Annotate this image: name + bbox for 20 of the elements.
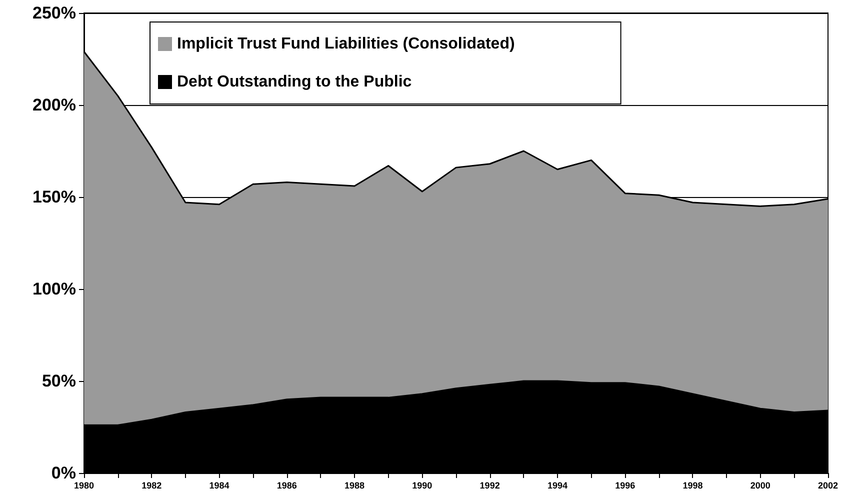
- x-tick-label: 1988: [344, 480, 365, 490]
- legend-label: Debt Outstanding to the Public: [177, 74, 412, 90]
- x-tick-label: 2000: [750, 480, 770, 490]
- x-tick-label: 1986: [276, 480, 297, 490]
- x-tick-label: 1980: [74, 480, 94, 490]
- x-tick-label: 1992: [480, 480, 500, 490]
- y-tick-label: 200%: [32, 96, 76, 114]
- x-tick-label: 1994: [547, 480, 568, 490]
- x-tick-label: 1996: [615, 480, 636, 490]
- y-tick-label: 150%: [32, 188, 76, 206]
- y-tick-label: 50%: [42, 372, 76, 390]
- x-tick-label: 1998: [682, 480, 703, 490]
- x-tick-label: 2002: [818, 480, 838, 490]
- y-tick-label: 100%: [32, 280, 76, 298]
- x-tick-label: 1990: [412, 480, 432, 490]
- x-tick-label: 1982: [142, 480, 162, 490]
- x-tick-label: 1984: [209, 480, 230, 490]
- y-tick-label: 0%: [51, 464, 76, 482]
- y-tick-label: 250%: [32, 4, 76, 22]
- legend-label: Implicit Trust Fund Liabilities (Consolidated): [177, 36, 515, 52]
